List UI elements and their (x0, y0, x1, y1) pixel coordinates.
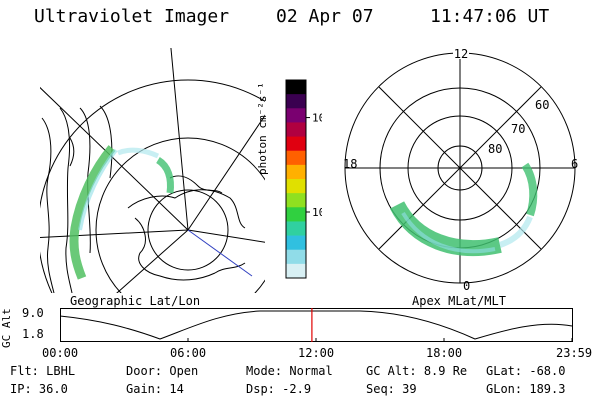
status-door: Door: Open (126, 364, 199, 378)
aurora-oval (69, 145, 174, 280)
apex-caption: Apex MLat/MLT (412, 294, 506, 308)
colorbar-swatch (286, 179, 306, 194)
colorbar-tick-label: 10 (312, 206, 322, 219)
status-glon: GLon: 189.3 (486, 382, 566, 396)
lat-label-80: 80 (488, 142, 502, 156)
date-label: 02 Apr 07 (276, 6, 374, 27)
colorbar-swatch (286, 80, 306, 95)
timeline-ytick-top: 9.0 (22, 306, 44, 320)
timeline-ytick-bottom: 1.8 (22, 327, 44, 341)
orbit-track (187, 229, 253, 277)
colorbar-swatch (286, 207, 306, 222)
geographic-map (40, 48, 265, 293)
colorbar-swatch (286, 122, 306, 138)
altitude-timeline (60, 308, 573, 342)
colorbar: 100 10 (285, 79, 322, 279)
colorbar-swatch (286, 108, 306, 123)
instrument-title: Ultraviolet Imager (34, 6, 230, 27)
status-ip: IP: 36.0 (10, 382, 68, 396)
colorbar-swatch (286, 249, 306, 265)
status-gain: Gain: 14 (126, 382, 184, 396)
status-glat: GLat: -68.0 (486, 364, 566, 378)
lat-label-70: 70 (511, 122, 525, 136)
colorbar-swatch (286, 235, 306, 251)
timeline-xtick-0: 00:00 (42, 346, 79, 360)
colorbar-swatch (286, 94, 306, 109)
altitude-curve (60, 310, 573, 340)
lat-circle (40, 79, 265, 293)
colorbar-swatch (286, 164, 306, 180)
timeline-xtick-3: 18:00 (426, 346, 463, 360)
status-seq: Seq: 39 (366, 382, 417, 396)
lat-circle (147, 189, 229, 271)
colorbar-swatch (286, 193, 306, 208)
time-label: 11:47:06 UT (430, 6, 550, 27)
colorbar-swatch (286, 263, 306, 279)
status-mode: Mode: Normal (246, 364, 333, 378)
colorbar-swatch (286, 150, 306, 166)
status-dsp: Dsp: -2.9 (246, 382, 312, 396)
colorbar-swatches (286, 80, 306, 279)
mlt-label-top: 12 (454, 47, 468, 61)
timeline-xtick-4: 23:59 (556, 346, 593, 360)
status-flt: Flt: LBHL (10, 364, 76, 378)
apex-polar-map: 12 18 6 0 60 70 80 (343, 45, 578, 293)
timeline-xtick-2: 12:00 (298, 346, 335, 360)
geographic-caption: Geographic Lat/Lon (70, 294, 201, 308)
lat-circle (95, 137, 265, 293)
timeline-ylabel: GC Alt (0, 308, 13, 348)
timeline-xtick-1: 06:00 (170, 346, 207, 360)
colorbar-swatch (286, 136, 306, 152)
mlt-label-right: 6 (571, 157, 578, 171)
mlt-label-bottom: 0 (463, 279, 470, 293)
apex-aurora-oval (389, 162, 538, 256)
lat-label-60: 60 (535, 98, 549, 112)
colorbar-swatch (286, 221, 306, 237)
mlt-label-left: 18 (343, 157, 357, 171)
status-gc-alt: GC Alt: 8.9 Re (366, 364, 468, 378)
colorbar-tick-label: 100 (312, 112, 322, 125)
colorbar-unit-label: photon cm⁻²s⁻¹ (256, 82, 269, 175)
